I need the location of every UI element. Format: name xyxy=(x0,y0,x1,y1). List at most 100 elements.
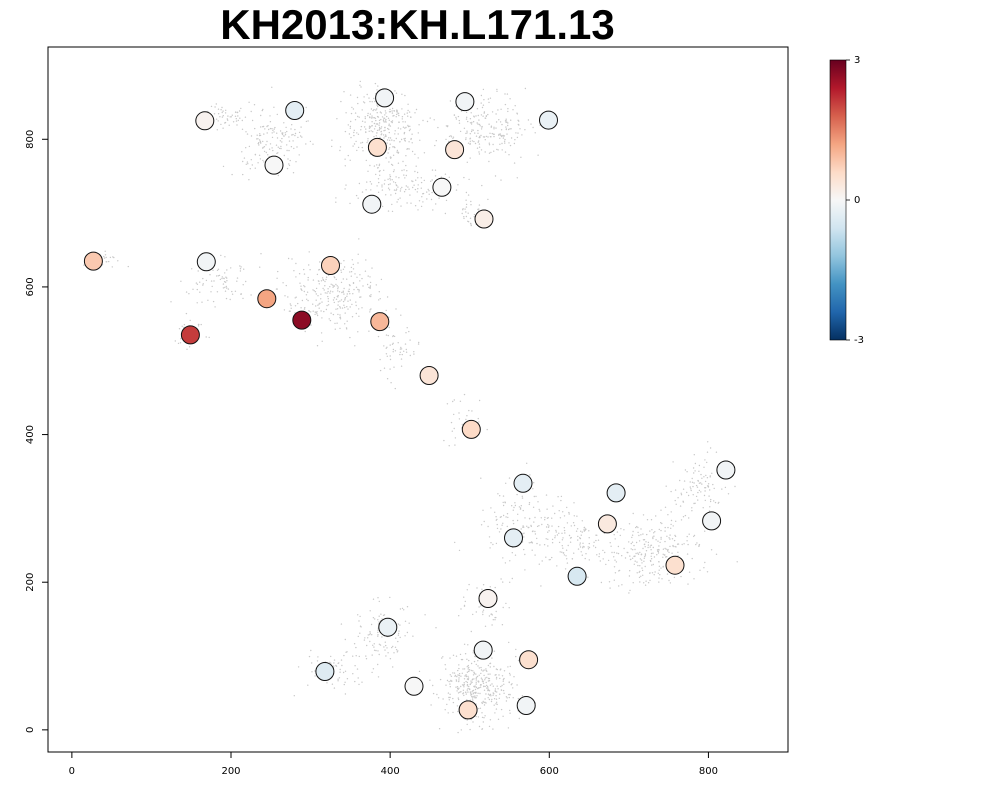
background-cell xyxy=(511,505,513,507)
background-cell xyxy=(375,173,377,176)
background-cell xyxy=(400,365,403,367)
background-cell xyxy=(462,209,464,211)
background-cell xyxy=(551,556,553,559)
data-point xyxy=(516,696,536,715)
background-cell xyxy=(329,290,332,292)
background-cell xyxy=(461,672,463,674)
background-cell xyxy=(477,707,480,710)
background-cell xyxy=(271,132,273,134)
background-cell xyxy=(402,160,404,163)
background-cell xyxy=(475,611,477,613)
background-cell xyxy=(487,664,490,667)
x-tick-label: 200 xyxy=(221,766,240,777)
background-cell xyxy=(393,335,396,338)
background-cell xyxy=(734,485,736,488)
background-cell xyxy=(385,121,387,123)
background-cell xyxy=(343,304,345,306)
background-cell xyxy=(631,534,634,536)
background-cell xyxy=(718,501,720,504)
background-cell xyxy=(518,717,520,720)
background-cell xyxy=(389,143,391,145)
background-cell xyxy=(509,712,511,714)
background-cell xyxy=(258,154,261,156)
background-cell xyxy=(383,367,386,369)
background-cell xyxy=(449,693,451,695)
background-cell xyxy=(355,646,357,649)
background-cell xyxy=(516,519,519,522)
background-cell xyxy=(397,186,399,188)
background-cell xyxy=(378,170,381,173)
background-cell xyxy=(483,111,486,113)
background-cell xyxy=(498,119,500,121)
background-cell xyxy=(489,547,491,549)
background-cell xyxy=(647,544,650,546)
background-cell xyxy=(450,135,452,137)
background-cell xyxy=(397,162,400,164)
background-cell xyxy=(348,284,351,286)
background-cell xyxy=(490,136,492,138)
background-cell xyxy=(646,533,648,536)
background-cell xyxy=(393,110,396,112)
background-cell xyxy=(212,300,215,303)
background-cell xyxy=(301,289,303,292)
background-cell xyxy=(375,109,377,111)
background-cell xyxy=(401,116,404,118)
background-cell xyxy=(409,125,411,128)
background-cell xyxy=(225,109,227,112)
data-point xyxy=(264,155,284,175)
background-cell xyxy=(468,178,470,181)
background-cell xyxy=(465,215,468,218)
background-cell xyxy=(250,294,252,296)
background-cell xyxy=(353,131,355,134)
background-cell xyxy=(463,682,465,684)
background-cell xyxy=(367,114,369,117)
background-cell xyxy=(271,147,273,149)
background-cell xyxy=(411,133,413,135)
background-cell xyxy=(404,121,406,123)
background-cell xyxy=(412,186,414,189)
background-cell xyxy=(561,551,563,553)
background-cell xyxy=(224,272,226,274)
background-cell xyxy=(696,486,699,488)
background-cell xyxy=(481,702,483,705)
background-cell xyxy=(468,685,470,688)
background-cell xyxy=(365,259,367,261)
background-cell xyxy=(389,139,391,141)
background-cell xyxy=(331,139,333,141)
background-cell xyxy=(391,179,393,181)
background-cell xyxy=(463,604,466,607)
background-cell xyxy=(477,716,480,718)
background-cell xyxy=(405,188,407,191)
background-cell xyxy=(240,266,242,268)
background-cell xyxy=(513,162,516,164)
background-cell xyxy=(377,635,379,637)
background-cell xyxy=(577,535,579,538)
background-cell xyxy=(384,129,386,131)
background-cell xyxy=(394,387,396,390)
background-cell xyxy=(484,679,486,681)
background-cell xyxy=(316,660,319,662)
background-cell xyxy=(322,287,324,290)
background-cell xyxy=(473,671,475,674)
background-cell xyxy=(328,318,330,320)
background-cell xyxy=(344,670,347,672)
background-cell xyxy=(248,179,250,181)
colorbar-gradient xyxy=(829,59,847,341)
background-cell xyxy=(400,188,402,190)
background-cell xyxy=(501,135,503,137)
background-cell xyxy=(690,489,692,492)
background-cell xyxy=(510,128,512,130)
background-cell xyxy=(242,284,244,286)
background-cell xyxy=(699,569,701,571)
background-cell xyxy=(484,685,486,688)
background-cell xyxy=(635,552,637,555)
background-cell xyxy=(307,279,309,281)
background-cell xyxy=(366,141,368,144)
background-cell xyxy=(445,684,447,686)
background-cell xyxy=(434,169,437,171)
background-cell xyxy=(483,689,486,691)
background-cell xyxy=(484,715,486,717)
background-cell xyxy=(481,588,483,590)
background-cell xyxy=(704,480,707,483)
background-cell xyxy=(457,674,459,676)
